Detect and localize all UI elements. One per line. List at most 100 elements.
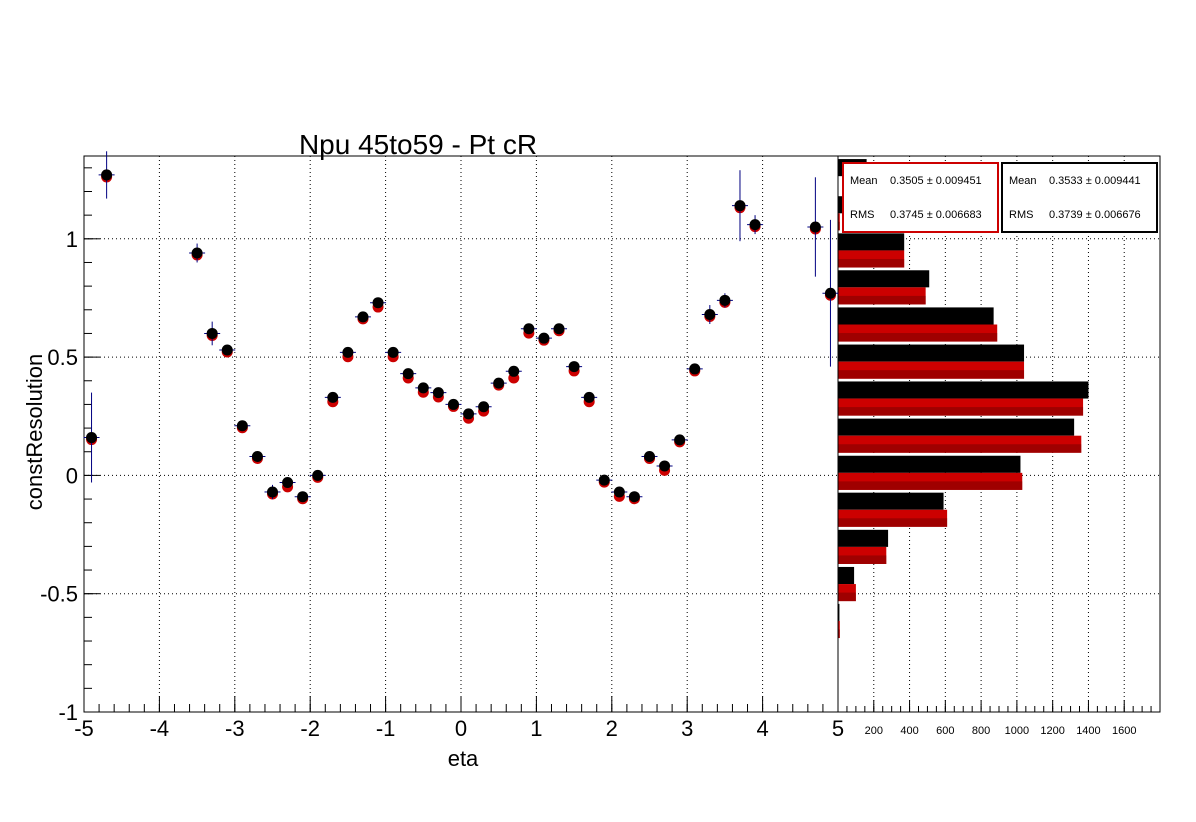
hist-x-tick-label: 1600 [1112, 725, 1136, 737]
data-point-black [493, 377, 505, 389]
stats-rms-value: 0.3745 ± 0.006683 [890, 209, 982, 221]
histogram-bars [838, 159, 1089, 639]
data-point-black [372, 297, 384, 309]
data-point-black [674, 434, 686, 446]
data-point-black [613, 486, 625, 498]
hist-x-tick-label: 200 [865, 725, 883, 737]
hist-bar-black [838, 381, 1089, 399]
y-tick-label: -1 [58, 700, 78, 725]
data-point-black [463, 408, 475, 420]
hist-bar-black [838, 307, 994, 325]
hist-x-tick-label: 800 [972, 725, 990, 737]
data-point-black [447, 398, 459, 410]
data-point-black [297, 491, 309, 503]
data-point-black [583, 391, 595, 403]
stats-box [842, 162, 999, 233]
stats-rms-value: 0.3739 ± 0.006676 [1049, 209, 1141, 221]
main-plot-ticks: -5 -4 -3 -2 -1 0 1 2 3 4 5 -1 -0.5 0 0.5 1 [40, 167, 844, 741]
data-point-black [191, 247, 203, 259]
histogram-ticks: 200 400 600 800 1000 1200 1400 1600 [837, 700, 1161, 737]
data-point-black [749, 219, 761, 231]
stats-mean-label: Mean [850, 175, 878, 187]
x-tick-label: 4 [756, 716, 768, 741]
data-point-black [734, 200, 746, 212]
data-point-black [312, 469, 324, 481]
x-axis-label: eta [448, 746, 479, 771]
data-point-black [327, 391, 339, 403]
main-plot-grid [84, 156, 838, 712]
x-tick-label: 5 [832, 716, 844, 741]
x-tick-label: -5 [74, 716, 94, 741]
data-point-black [553, 323, 565, 335]
hist-bar-red-shade [838, 629, 840, 639]
hist-bar-red-shade [838, 370, 1025, 379]
data-points [83, 151, 839, 505]
hist-bar-red-shade [838, 444, 1082, 453]
data-point-black [508, 365, 520, 377]
hist-x-tick-label: 1000 [1005, 725, 1029, 737]
hist-bar-black [838, 566, 855, 585]
hist-bar-black [838, 233, 905, 251]
x-tick-label: 0 [455, 716, 467, 741]
hist-bar-red-shade [838, 592, 856, 602]
data-point-black [598, 474, 610, 486]
data-point-black [221, 344, 233, 356]
data-point-black [402, 368, 414, 380]
data-point-black [644, 450, 655, 462]
data-point-black [628, 491, 640, 503]
hist-bar-red-shade [838, 407, 1084, 416]
x-tick-label: 1 [530, 716, 542, 741]
x-tick-label: -2 [300, 716, 320, 741]
data-point-black [417, 382, 429, 394]
y-tick-label: 0.5 [47, 345, 78, 370]
x-tick-label: 3 [681, 716, 693, 741]
data-point-black [282, 477, 294, 489]
hist-x-tick-label: 400 [900, 725, 918, 737]
hist-bar-red-shade [838, 258, 905, 268]
y-tick-label: 1 [66, 227, 78, 252]
hist-bar-black [838, 529, 889, 547]
data-point-black [689, 363, 701, 375]
data-point-black [251, 450, 263, 462]
hist-x-tick-label: 1200 [1040, 725, 1064, 737]
data-point-black [387, 346, 399, 358]
data-point-black [236, 420, 248, 432]
x-tick-label: -3 [225, 716, 245, 741]
y-axis-label: constResolution [22, 354, 47, 511]
data-point-black [101, 169, 113, 181]
data-point-black [568, 361, 580, 373]
hist-bar-red-shade [838, 221, 840, 231]
hist-bar-black [838, 603, 840, 621]
data-point-black [267, 486, 278, 498]
stats-mean-label: Mean [1009, 175, 1037, 187]
hist-bar-black [838, 455, 1021, 473]
stats-mean-value: 0.3505 ± 0.009451 [890, 175, 982, 187]
data-point-black [206, 327, 218, 339]
x-tick-label: -1 [376, 716, 396, 741]
data-point-black [342, 346, 354, 358]
data-point-black [704, 309, 716, 321]
hist-x-tick-label: 1400 [1076, 725, 1100, 737]
data-point-black [357, 311, 369, 323]
data-point-black [86, 432, 98, 444]
data-point-black [523, 323, 535, 335]
hist-bar-black [838, 492, 944, 510]
chart-title: Npu 45to59 - Pt cR [299, 129, 537, 160]
hist-bar-black [838, 418, 1075, 436]
hist-bar-red-shade [838, 481, 1023, 490]
stats-rms-label: RMS [1009, 209, 1033, 221]
y-tick-label: -0.5 [40, 582, 78, 607]
data-point-black [538, 332, 550, 344]
hist-bar-black [838, 344, 1025, 362]
hist-bar-black [838, 270, 930, 288]
hist-x-tick-label: 600 [936, 725, 954, 737]
x-tick-label: 2 [606, 716, 618, 741]
hist-bar-red-shade [838, 518, 948, 527]
data-point-black [432, 387, 444, 399]
data-point-black [659, 460, 671, 472]
data-point-black [478, 401, 490, 413]
hist-bar-red-shade [838, 333, 998, 342]
hist-bar-red-shade [838, 295, 926, 305]
y-tick-label: 0 [66, 463, 78, 488]
